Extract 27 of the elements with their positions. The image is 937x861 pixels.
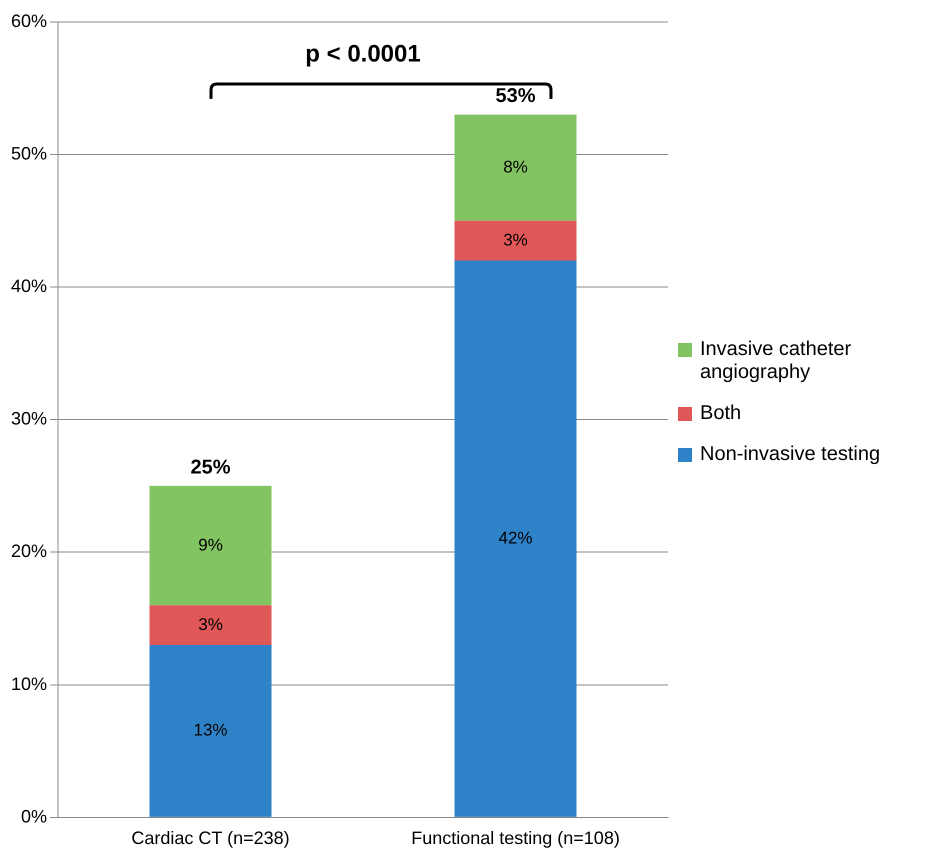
y-tick-label: 50%: [10, 143, 48, 164]
x-tick-label: Cardiac CT (n=238): [131, 828, 290, 848]
legend-label: Both: [700, 402, 742, 425]
annotation: p < 0.0001: [305, 40, 421, 68]
legend-label: Non-invasive testing: [700, 443, 880, 466]
x-tick-label: Functional testing (n=108): [411, 828, 620, 848]
data-label: 3%: [503, 230, 528, 250]
data-label: 3%: [198, 614, 223, 634]
bar: [150, 645, 272, 817]
data-label: 13%: [194, 720, 228, 740]
bar: [150, 486, 272, 606]
bar: [150, 605, 272, 646]
y-tick-label: 30%: [10, 408, 48, 429]
bar: [454, 260, 577, 817]
total-label: 53%: [495, 85, 536, 108]
bar: [454, 220, 577, 260]
legend-label: Invasive catheter angiography: [700, 338, 852, 384]
data-label: 8%: [503, 157, 528, 176]
data-label: 42%: [498, 528, 533, 548]
total-label: 25%: [190, 456, 231, 478]
bar: [454, 114, 577, 221]
y-tick-label: 10%: [10, 674, 48, 694]
y-tick-label: 60%: [10, 10, 48, 31]
y-tick-label: 40%: [10, 276, 48, 296]
y-tick-label: 0%: [21, 806, 48, 826]
y-tick-label: 20%: [10, 541, 48, 562]
data-label: 9%: [198, 535, 223, 554]
